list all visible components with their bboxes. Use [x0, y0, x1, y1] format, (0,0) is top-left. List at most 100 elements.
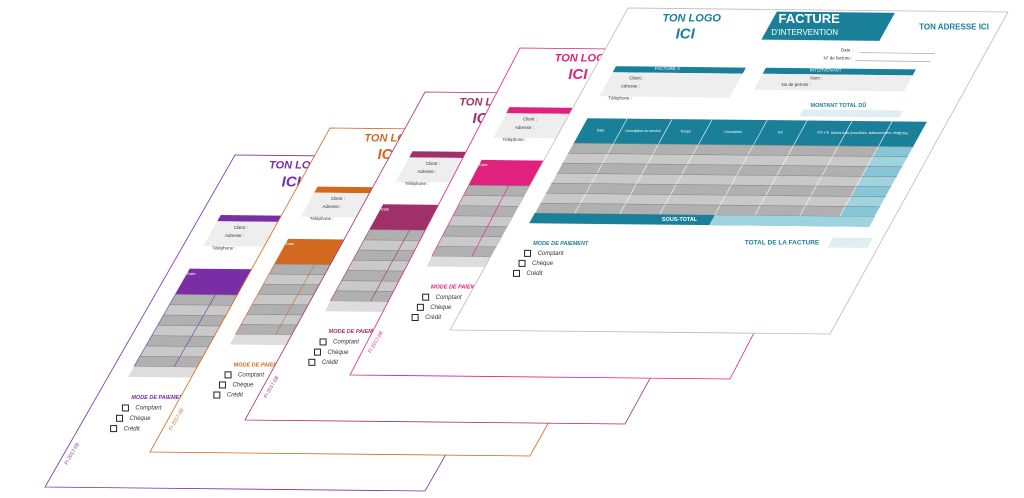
checkbox [218, 381, 226, 389]
logo-line: TON LOGO [662, 12, 721, 24]
checkbox [411, 313, 419, 321]
band [762, 67, 916, 76]
table-rule [799, 120, 853, 217]
table-rule [431, 159, 483, 257]
field-line [855, 60, 931, 62]
column-head: Date [479, 162, 488, 167]
column-head: Temps [680, 129, 691, 133]
column-head: Date [597, 128, 605, 132]
checkbox [308, 358, 316, 366]
logo-line: ICI [568, 66, 588, 83]
table-rule [567, 152, 908, 158]
total-cell [872, 146, 914, 157]
label: Téléphone : [502, 137, 526, 142]
checkbox [518, 259, 526, 267]
title-box [761, 11, 895, 41]
table-rule [659, 119, 713, 215]
option: Crédit [425, 315, 441, 321]
option: Chèque [430, 305, 452, 311]
table-rule [235, 238, 289, 335]
band-label: INTERVENANT [810, 67, 842, 72]
payment-title: MODE DE PAIEMENT [131, 395, 187, 401]
label: Client : [629, 76, 643, 81]
table-rule [574, 118, 628, 214]
option: Chèque [232, 383, 254, 389]
column-head: TOTAL [897, 132, 908, 136]
option: Comptant [238, 373, 264, 379]
payment-title: MODE DE PAIEMENT [234, 362, 290, 368]
option: Chèque [327, 350, 349, 356]
table-row [551, 173, 862, 187]
title: FACTURE [778, 11, 840, 26]
table-rule [573, 142, 914, 148]
label: Client : [234, 225, 248, 230]
table-row [556, 163, 868, 177]
table-rule [556, 172, 897, 178]
option: Crédit [227, 393, 243, 399]
table-rule [330, 204, 384, 302]
table-rule [275, 239, 329, 336]
label: Téléphone : [212, 245, 236, 250]
field-area [753, 73, 913, 92]
column-head: Date [286, 241, 295, 246]
band-label: FACTURÉ À [655, 65, 680, 71]
table-rule [562, 162, 903, 168]
checkbox [116, 414, 124, 422]
address: TON ADRESSE ICI [919, 22, 989, 31]
option: Chèque [532, 261, 554, 267]
label: Client : [523, 117, 537, 122]
label: Adresse : [515, 125, 534, 130]
label: Nom : [810, 76, 822, 81]
column-head: Km [778, 130, 783, 134]
subtitle: D'INTERVENTION [771, 28, 838, 37]
label: Adresse : [225, 233, 244, 238]
checkbox [224, 371, 232, 379]
checkbox [121, 404, 129, 412]
table-rule [471, 160, 523, 257]
option: Crédit [527, 271, 543, 277]
label: Adresse : [322, 204, 341, 209]
checkbox [416, 303, 424, 311]
checkbox [513, 269, 521, 277]
table-row [540, 193, 851, 207]
table-row [562, 153, 873, 167]
table-rule [619, 118, 673, 215]
total-cell [861, 166, 903, 177]
checkbox [422, 293, 430, 301]
label: Client : [331, 196, 345, 201]
column-head: Honoraires [724, 130, 742, 134]
subtotal-cell [709, 215, 875, 227]
field-area [599, 72, 743, 98]
column-head: Autres frais (nourriture, stationnement,… [831, 131, 900, 135]
checkbox [524, 249, 532, 257]
option: Chèque [130, 416, 152, 422]
table-rule [754, 120, 808, 216]
subtotal: SOUS-TOTAL [662, 217, 698, 223]
payment-title: MODE DE PAIEMENT [431, 284, 487, 290]
label: Téléphone : [608, 96, 632, 101]
table-row [534, 203, 846, 217]
option: Comptant [436, 295, 462, 301]
option: Comptant [538, 251, 564, 257]
total-label: TOTAL DE LA FACTURE [745, 239, 820, 246]
total-cell [839, 206, 881, 217]
column-head: Date [187, 271, 196, 276]
column-head: Date [381, 206, 390, 211]
column-head: Description du service [625, 129, 660, 133]
payment-title: MODE DE PAIEMENT [533, 241, 589, 247]
label: N° de facture : [823, 56, 852, 61]
option: Comptant [135, 406, 161, 412]
label: Date : [841, 48, 853, 53]
table-rule [714, 119, 768, 216]
label: No de permis : [782, 82, 811, 87]
field-line [859, 52, 935, 54]
option: Crédit [124, 426, 140, 432]
label: Adresse : [621, 84, 640, 89]
logo-line: ICI [676, 26, 696, 43]
table-rule [540, 202, 881, 208]
label: Client : [426, 161, 440, 166]
total-cell [845, 196, 886, 207]
label: Téléphone : [310, 216, 334, 221]
checkbox [213, 391, 221, 399]
